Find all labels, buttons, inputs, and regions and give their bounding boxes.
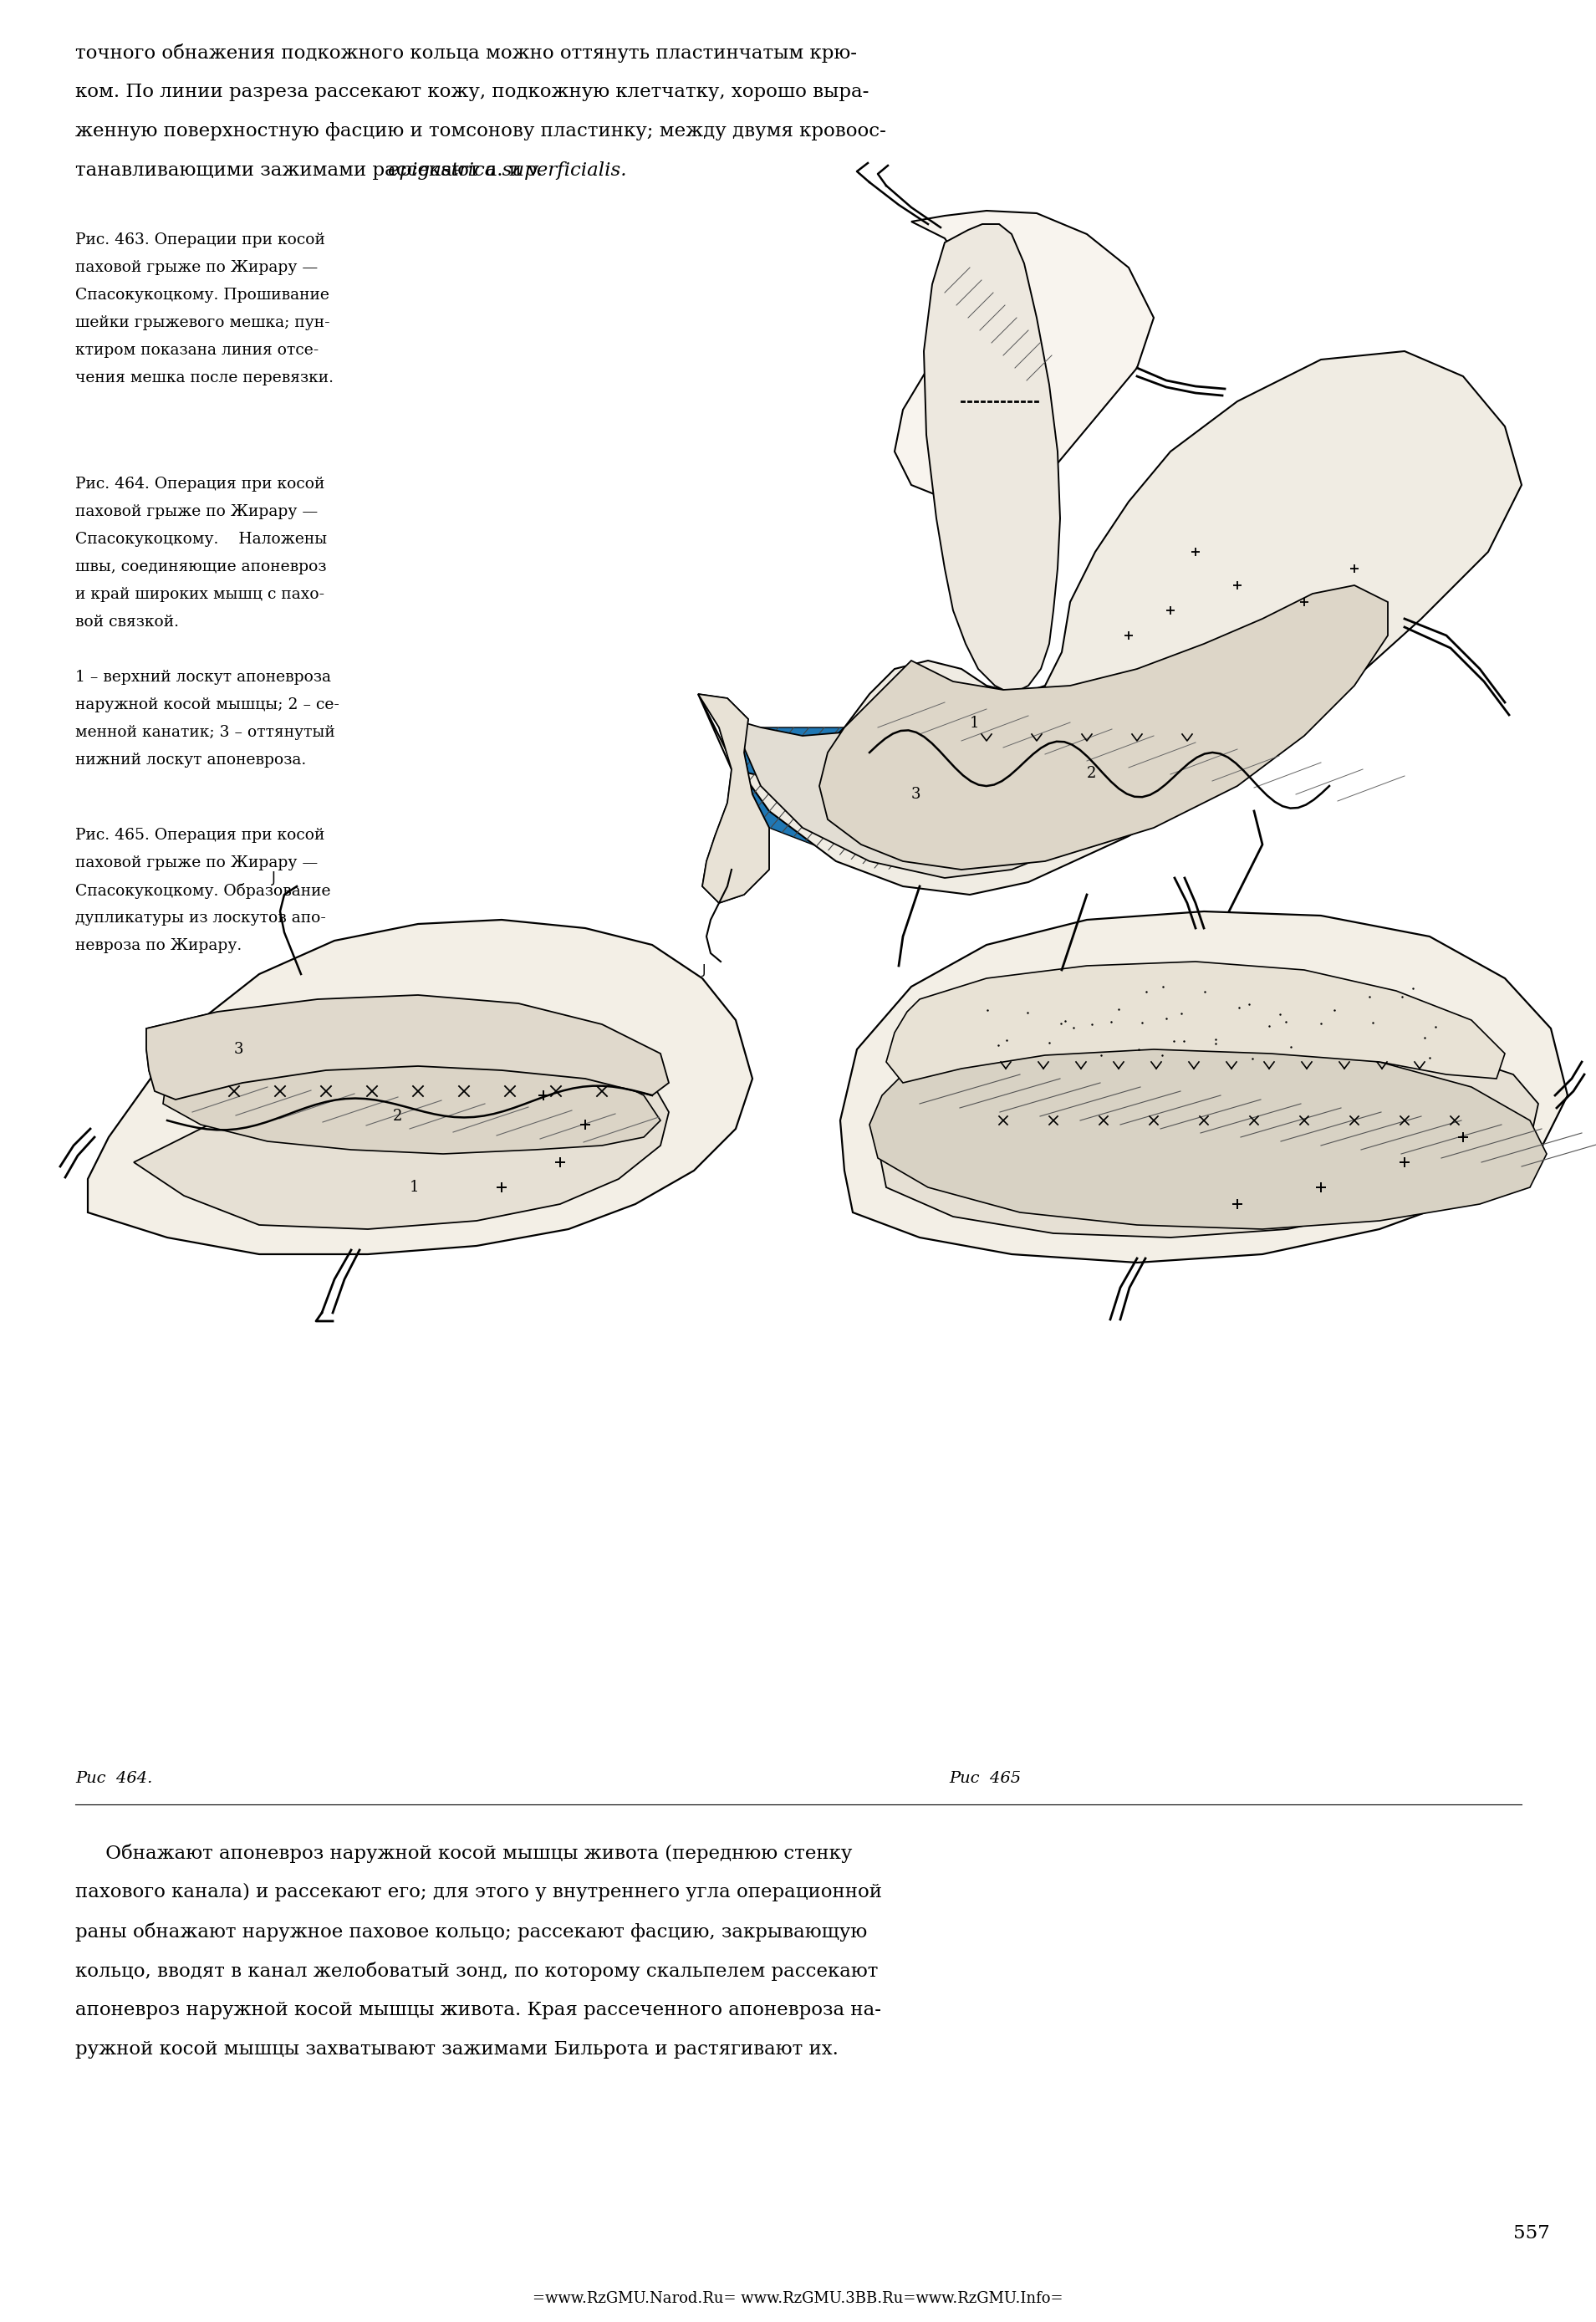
Polygon shape <box>697 694 769 903</box>
PathPatch shape <box>147 996 669 1101</box>
Text: швы, соединяющие апоневроз: швы, соединяющие апоневроз <box>75 560 327 574</box>
Polygon shape <box>147 996 669 1101</box>
Text: =www.RzGMU.Narod.Ru= www.RzGMU.3BB.Ru=www.RzGMU.Info=: =www.RzGMU.Narod.Ru= www.RzGMU.3BB.Ru=ww… <box>533 2292 1063 2306</box>
Polygon shape <box>697 351 1521 894</box>
Text: кольцо, вводят в канал желобоватый зонд, по которому скальпелем рассекают: кольцо, вводят в канал желобоватый зонд,… <box>75 1962 878 1981</box>
Polygon shape <box>134 1059 669 1228</box>
Text: ружной косой мышцы захватывают зажимами Бильрота и растягивают их.: ружной косой мышцы захватывают зажимами … <box>75 2041 838 2060</box>
Text: дупликатуры из лоскутов апо-: дупликатуры из лоскутов апо- <box>75 910 326 926</box>
Text: Спасокукоцкому. Прошивание: Спасокукоцкому. Прошивание <box>75 288 329 302</box>
Text: точного обнажения подкожного кольца можно оттянуть пластинчатым крю-: точного обнажения подкожного кольца можн… <box>75 44 857 63</box>
Text: и край широких мышц с пахо-: и край широких мышц с пахо- <box>75 587 324 601</box>
Text: 1: 1 <box>410 1180 420 1196</box>
Text: апоневроз наружной косой мышцы живота. Края рассеченного апоневроза на-: апоневроз наружной косой мышцы живота. К… <box>75 2002 881 2020</box>
Text: менной канатик; 3 – оттянутый: менной канатик; 3 – оттянутый <box>75 724 335 741</box>
PathPatch shape <box>878 1050 1539 1238</box>
Polygon shape <box>88 920 752 1254</box>
Text: Рис. 464. Операция при косой: Рис. 464. Операция при косой <box>75 476 324 492</box>
Polygon shape <box>731 720 1103 878</box>
Text: ком. По линии разреза рассекают кожу, подкожную клетчатку, хорошо выра-: ком. По линии разреза рассекают кожу, по… <box>75 84 868 102</box>
Text: пахового канала) и рассекают его; для этого у внутреннего угла операционной: пахового канала) и рассекают его; для эт… <box>75 1883 883 1902</box>
Text: 1: 1 <box>970 715 980 731</box>
Text: вой связкой.: вой связкой. <box>75 615 179 629</box>
Polygon shape <box>924 225 1060 694</box>
Polygon shape <box>886 961 1505 1082</box>
Polygon shape <box>819 585 1389 871</box>
Text: 1 – верхний лоскут апоневроза: 1 – верхний лоскут апоневроза <box>75 669 330 685</box>
Polygon shape <box>839 913 1567 1263</box>
Text: epigastrica superficialis.: epigastrica superficialis. <box>388 160 627 179</box>
Polygon shape <box>878 1050 1539 1238</box>
Text: Спасокукоцкому.    Наложены: Спасокукоцкому. Наложены <box>75 532 327 548</box>
Text: Рис. 463. Операции при косой: Рис. 463. Операции при косой <box>75 232 326 248</box>
Text: шейки грыжевого мешка; пун-: шейки грыжевого мешка; пун- <box>75 316 330 330</box>
Text: Спасокукоцкому. Образование: Спасокукоцкому. Образование <box>75 882 330 899</box>
Text: женную поверхностную фасцию и томсонову пластинку; между двумя кровоос-: женную поверхностную фасцию и томсонову … <box>75 123 886 139</box>
Text: наружной косой мышцы; 2 – се-: наружной косой мышцы; 2 – се- <box>75 697 340 713</box>
Text: невроза по Жирару.: невроза по Жирару. <box>75 938 243 954</box>
Text: Обнажают апоневроз наружной косой мышцы живота (переднюю стенку: Обнажают апоневроз наружной косой мышцы … <box>75 1844 852 1862</box>
Text: паховой грыже по Жирару —: паховой грыже по Жирару — <box>75 854 318 871</box>
Text: J: J <box>271 871 276 885</box>
Text: раны обнажают наружное паховое кольцо; рассекают фасцию, закрывающую: раны обнажают наружное паховое кольцо; р… <box>75 1923 867 1941</box>
Text: нижний лоскут апоневроза.: нижний лоскут апоневроза. <box>75 752 306 769</box>
Text: танавливающими зажимами рассекают а. и v.: танавливающими зажимами рассекают а. и v… <box>75 160 549 179</box>
Text: 2: 2 <box>1087 766 1096 780</box>
Text: ктиром показана линия отсе-: ктиром показана линия отсе- <box>75 344 319 358</box>
Text: 2: 2 <box>393 1108 402 1124</box>
Text: J: J <box>702 964 705 978</box>
PathPatch shape <box>697 694 769 903</box>
Text: 557: 557 <box>1513 2224 1550 2243</box>
Text: Рис. 465. Операция при косой: Рис. 465. Операция при косой <box>75 827 324 843</box>
Text: Рис  464.: Рис 464. <box>75 1772 153 1786</box>
Text: Рис  465: Рис 465 <box>950 1772 1021 1786</box>
Text: паховой грыже по Жирару —: паховой грыже по Жирару — <box>75 260 318 274</box>
PathPatch shape <box>741 727 1095 871</box>
Text: Рис. 463.: Рис. 463. <box>937 1061 1013 1075</box>
Text: 3: 3 <box>911 787 921 801</box>
Text: 3: 3 <box>235 1043 244 1057</box>
Text: паховой грыже по Жирару —: паховой грыже по Жирару — <box>75 504 318 520</box>
Polygon shape <box>163 1040 661 1154</box>
Polygon shape <box>895 211 1154 502</box>
Polygon shape <box>870 1040 1547 1228</box>
PathPatch shape <box>134 1059 669 1228</box>
Text: чения мешка после перевязки.: чения мешка после перевязки. <box>75 372 334 385</box>
